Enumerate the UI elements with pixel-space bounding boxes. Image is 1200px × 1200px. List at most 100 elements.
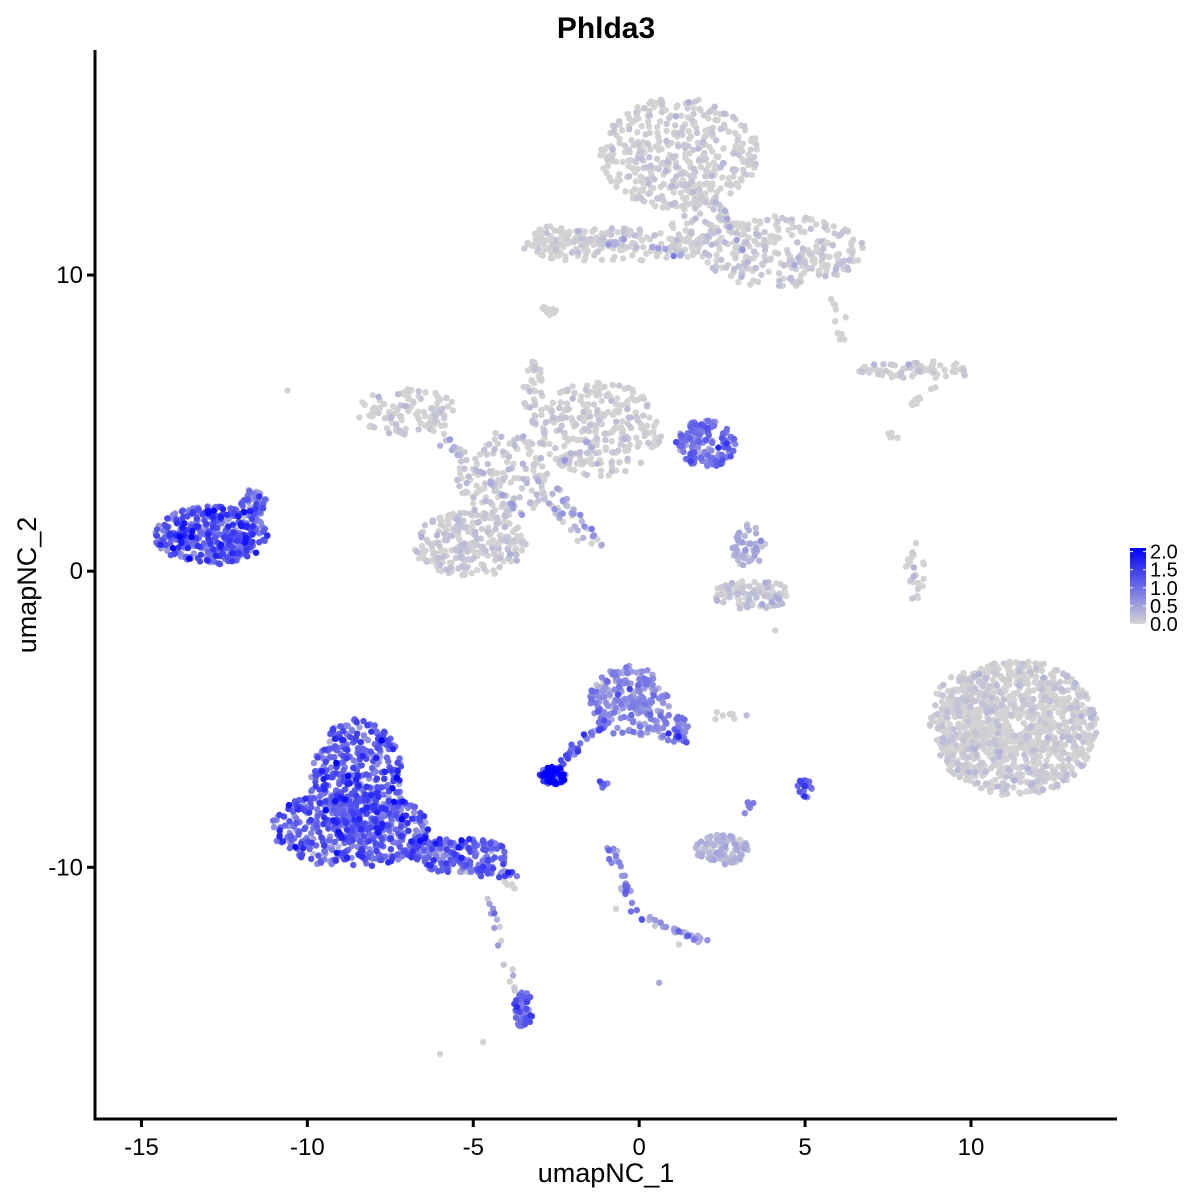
data-point [509,501,516,508]
data-point [608,438,615,445]
data-point [996,748,1003,756]
data-point [472,455,479,463]
data-point [785,226,792,234]
data-point [668,244,675,251]
data-point [641,429,649,436]
data-point [1080,738,1087,746]
data-point [484,528,491,535]
data-point [1053,667,1061,674]
data-point [1016,789,1023,796]
data-point [707,833,714,840]
data-point [623,679,630,687]
data-point [1070,724,1077,732]
data-point [751,237,758,244]
data-point [465,473,472,480]
data-point [489,544,496,551]
data-point [509,528,516,535]
data-point [952,731,959,738]
data-point [456,470,464,477]
data-point [836,336,843,343]
data-point [673,104,680,111]
data-point [437,521,444,528]
data-point [548,407,556,415]
data-point [437,407,444,414]
data-point [658,145,665,153]
data-point [979,734,987,741]
data-point [658,108,666,116]
data-point [973,751,980,758]
data-point [744,604,751,611]
data-point [965,769,972,776]
data-point [600,146,608,154]
data-point [552,444,559,452]
data-point [832,266,840,273]
data-point [518,547,526,554]
data-point [670,252,677,260]
data-point [310,850,317,858]
data-point [598,541,605,548]
data-point [652,143,659,150]
data-point [1051,693,1058,700]
data-point [624,405,631,413]
data-point [1012,732,1019,740]
data-point [1030,687,1037,694]
data-point [721,239,729,246]
data-point [937,362,944,369]
data-point [434,393,441,400]
data-point [693,240,700,247]
data-point [604,678,611,685]
data-point [646,112,653,119]
data-point [614,229,621,236]
data-point [974,779,981,786]
data-point [735,279,742,286]
data-point [607,231,615,238]
data-point [765,268,772,275]
data-point [621,872,628,879]
data-point [942,373,950,380]
data-point [930,358,937,365]
data-point [993,696,1000,704]
data-point [842,314,849,321]
data-point [619,729,626,736]
data-point [455,521,462,528]
data-point [463,564,470,571]
data-point [682,227,689,234]
data-point [616,140,623,147]
data-point [474,566,481,574]
data-point [915,394,922,402]
data-point [1001,727,1009,734]
data-point [961,372,968,379]
data-point [967,703,974,711]
data-point [632,178,640,185]
data-point [675,143,682,150]
data-point [700,112,708,119]
data-point [974,706,981,713]
data-point [846,257,853,264]
data-point [512,1014,520,1021]
data-point [647,711,654,718]
data-point [633,434,640,442]
data-point [1070,712,1077,719]
data-point [650,185,657,192]
data-point [645,190,652,197]
data-point [716,246,723,253]
data-point [444,403,452,410]
data-point [619,430,626,437]
data-point [350,861,357,869]
data-point [514,524,521,531]
data-point [548,241,556,249]
data-point [1058,685,1065,693]
data-point [1036,759,1043,767]
data-point [629,252,636,259]
data-point [646,154,653,161]
data-point [1047,697,1054,705]
data-point [487,499,494,506]
data-point [638,174,646,181]
data-point [618,401,625,409]
data-point [454,516,461,523]
data-point [613,183,620,190]
data-point [636,226,643,233]
data-point [771,213,779,220]
data-point [678,442,685,450]
data-point [983,748,990,755]
